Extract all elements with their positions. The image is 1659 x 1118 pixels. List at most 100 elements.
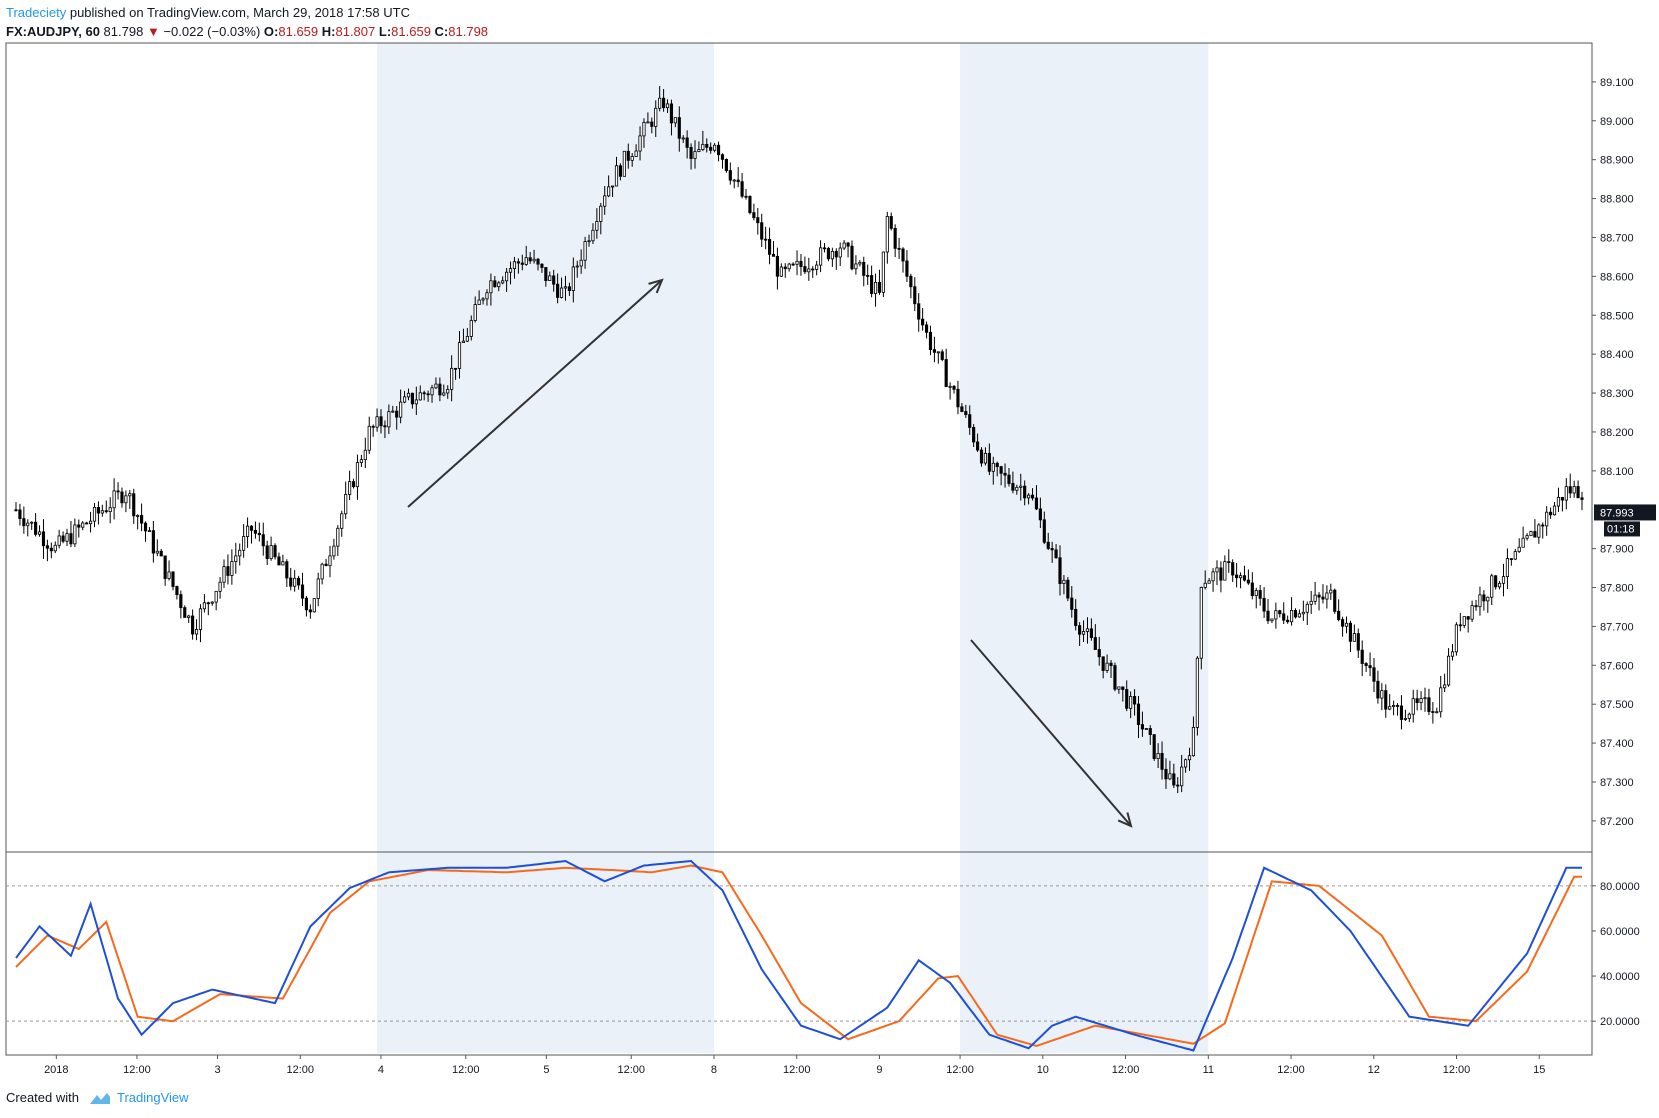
candle bbox=[607, 175, 611, 198]
price-tick-label: 88.100 bbox=[1600, 466, 1634, 478]
candle bbox=[693, 140, 697, 169]
price-tick-label: 88.600 bbox=[1600, 271, 1634, 283]
candle-body bbox=[69, 533, 73, 545]
candle bbox=[210, 601, 214, 606]
candle-body bbox=[1392, 705, 1396, 708]
candle bbox=[873, 273, 878, 307]
candle bbox=[1564, 478, 1568, 510]
candle-body bbox=[406, 392, 411, 398]
candle-body bbox=[1235, 574, 1239, 579]
candle-body bbox=[351, 481, 356, 488]
candle-body bbox=[304, 597, 309, 611]
candle-body bbox=[944, 359, 948, 388]
candle bbox=[355, 454, 360, 500]
candle bbox=[143, 521, 148, 542]
candle bbox=[775, 247, 779, 290]
candle-body bbox=[1258, 590, 1262, 599]
candle-body bbox=[481, 298, 485, 301]
candle bbox=[253, 521, 257, 539]
candle-body bbox=[626, 150, 630, 161]
candle-body bbox=[1105, 662, 1109, 671]
candle bbox=[85, 521, 89, 525]
candle bbox=[948, 382, 952, 400]
candle-body bbox=[610, 185, 615, 188]
candle bbox=[1074, 599, 1078, 631]
candle bbox=[214, 590, 218, 611]
candle bbox=[1089, 618, 1093, 641]
candle bbox=[567, 282, 571, 296]
candle bbox=[1027, 493, 1031, 505]
candle-body bbox=[1227, 561, 1231, 564]
candle bbox=[744, 189, 748, 200]
candle bbox=[18, 503, 22, 526]
candle bbox=[669, 99, 674, 136]
candle-body bbox=[1093, 637, 1097, 650]
candle bbox=[414, 386, 418, 415]
candle bbox=[1132, 689, 1137, 716]
candle-body bbox=[1089, 628, 1093, 638]
candle-body bbox=[673, 117, 677, 124]
candle bbox=[1164, 758, 1168, 789]
candle-body bbox=[438, 383, 442, 396]
candle-body bbox=[1399, 705, 1404, 720]
candle bbox=[57, 529, 61, 549]
candle bbox=[571, 257, 575, 303]
candle bbox=[53, 541, 57, 554]
candle-body bbox=[1552, 505, 1557, 516]
candle-body bbox=[1435, 711, 1439, 714]
candle bbox=[1266, 598, 1270, 624]
candle-body bbox=[1297, 613, 1301, 618]
candle bbox=[1195, 656, 1199, 736]
candle bbox=[1117, 686, 1121, 694]
candle-body bbox=[932, 349, 936, 353]
candle bbox=[179, 590, 183, 619]
candle bbox=[399, 389, 403, 424]
candle bbox=[724, 158, 728, 173]
candle-body bbox=[905, 260, 909, 277]
publisher-link[interactable]: Tradeciety bbox=[6, 5, 67, 20]
candle bbox=[976, 433, 980, 452]
candle-body bbox=[740, 181, 744, 197]
candle-body bbox=[928, 331, 933, 350]
candle-body bbox=[1443, 684, 1447, 689]
candle bbox=[1486, 596, 1490, 613]
candle bbox=[928, 325, 933, 356]
candle bbox=[909, 273, 913, 299]
candle bbox=[1376, 670, 1380, 704]
candle-body bbox=[461, 340, 466, 343]
candle bbox=[1101, 656, 1105, 679]
candle-body bbox=[136, 515, 140, 517]
candle bbox=[1474, 599, 1478, 611]
candle-body bbox=[167, 571, 171, 579]
candle bbox=[1501, 563, 1506, 597]
candle bbox=[1238, 572, 1243, 589]
candle-body bbox=[709, 146, 713, 151]
candle-body bbox=[293, 577, 297, 587]
candle bbox=[1125, 680, 1129, 712]
candle bbox=[885, 211, 889, 264]
candle-body bbox=[65, 533, 69, 542]
candle-body bbox=[344, 494, 348, 515]
candle-body bbox=[336, 527, 340, 547]
candle-body bbox=[300, 584, 305, 599]
candle-body bbox=[940, 351, 944, 360]
candle-body bbox=[1490, 575, 1494, 598]
candle bbox=[81, 521, 85, 531]
candle-body bbox=[799, 260, 803, 267]
candle bbox=[1556, 487, 1561, 513]
candle bbox=[889, 212, 893, 231]
candle bbox=[662, 89, 666, 112]
candle-body bbox=[771, 253, 776, 257]
candle-body bbox=[1564, 486, 1568, 501]
candle bbox=[618, 163, 622, 181]
candle-body bbox=[1482, 594, 1486, 602]
candle bbox=[257, 522, 261, 542]
candle-body bbox=[1042, 519, 1046, 543]
tradingview-logo[interactable]: TradingView bbox=[87, 1090, 189, 1105]
symbol-label[interactable]: FX:AUDJPY, 60 bbox=[6, 24, 100, 39]
candle-body bbox=[850, 245, 854, 270]
candle-body bbox=[399, 401, 403, 418]
candle bbox=[320, 562, 324, 585]
candle-body bbox=[391, 410, 395, 413]
